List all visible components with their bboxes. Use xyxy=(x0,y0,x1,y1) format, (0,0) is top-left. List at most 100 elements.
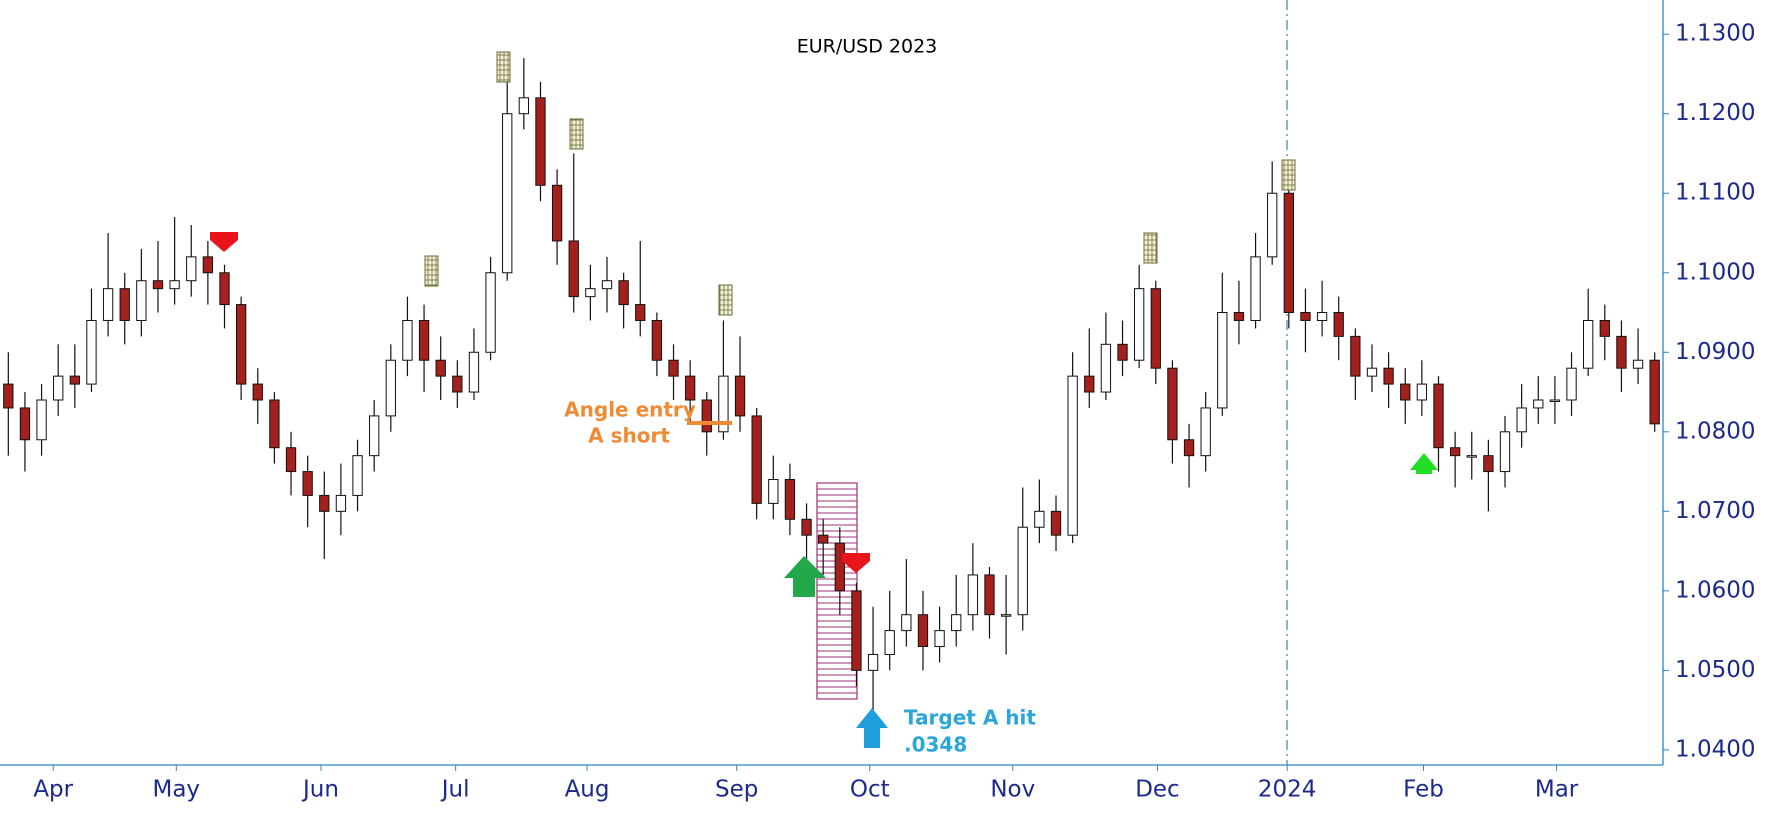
candle-body xyxy=(1300,312,1311,321)
candle-body xyxy=(219,272,230,306)
candle-body xyxy=(1383,367,1394,385)
candle-body xyxy=(518,97,530,115)
candle-body xyxy=(1350,335,1361,377)
candle-body xyxy=(36,399,47,441)
candle-body xyxy=(319,494,330,512)
candle-body xyxy=(3,383,14,409)
x-tick-label: Sep xyxy=(715,777,758,803)
candle-body xyxy=(1316,312,1328,321)
candle-body xyxy=(917,614,929,648)
candle-body xyxy=(1050,510,1062,536)
candle-body xyxy=(252,383,263,401)
candle-body xyxy=(1034,510,1045,528)
y-tick-label: 1.0400 xyxy=(1675,736,1755,762)
x-tick-label: Mar xyxy=(1535,777,1579,803)
y-tick-label: 1.1100 xyxy=(1675,180,1755,206)
x-tick-label: Aug xyxy=(565,777,610,803)
y-tick-label: 1.0800 xyxy=(1675,418,1755,444)
annotation: Target A hit xyxy=(904,706,1036,730)
chart-title: EUR/USD 2023 xyxy=(797,36,938,58)
annotation: .0348 xyxy=(904,733,967,757)
candle-body xyxy=(1067,375,1078,536)
candle-body xyxy=(152,280,164,290)
candle-body xyxy=(1366,367,1378,377)
candle-body xyxy=(884,630,895,655)
candle-body xyxy=(967,574,979,616)
marker-icon-grid xyxy=(719,285,732,315)
candle-body xyxy=(1533,399,1544,409)
candle-body xyxy=(302,471,313,496)
candle-body xyxy=(701,399,712,433)
candle-body xyxy=(1583,319,1594,369)
candle-body xyxy=(285,447,297,473)
marker-icon-grid xyxy=(425,256,438,286)
x-tick-label: Oct xyxy=(850,777,890,803)
candle-body xyxy=(235,304,247,385)
candle-body xyxy=(867,653,879,671)
candle-body xyxy=(352,455,363,496)
candle-body xyxy=(818,534,829,544)
y-tick-label: 1.1300 xyxy=(1675,21,1755,47)
candle-body xyxy=(269,399,280,449)
candle-body xyxy=(468,351,480,393)
candle-body xyxy=(119,288,130,321)
candle-body xyxy=(1117,343,1128,361)
buy-arrow xyxy=(784,556,826,597)
x-tick-label: Dec xyxy=(1135,777,1180,803)
candle-body xyxy=(1400,383,1411,401)
candle-body xyxy=(169,280,180,290)
candle-body xyxy=(684,375,696,401)
candle-body xyxy=(851,590,862,671)
candle-body xyxy=(1200,407,1211,457)
candle-body xyxy=(69,375,80,385)
marker-icon-grid xyxy=(1144,233,1157,263)
candle-body xyxy=(1217,312,1228,409)
candle-body xyxy=(768,479,779,504)
candle-body xyxy=(53,375,64,401)
candle-body xyxy=(502,113,513,274)
candle-body xyxy=(668,359,679,377)
annotation: A short xyxy=(588,424,670,448)
candle-body xyxy=(1283,192,1294,314)
candle-body xyxy=(1466,455,1477,458)
candle-body xyxy=(1133,288,1145,361)
candle-body xyxy=(834,542,845,592)
candle-body xyxy=(551,184,563,242)
candle-body xyxy=(984,574,995,616)
y-tick-label: 1.0500 xyxy=(1675,657,1755,683)
candle-body xyxy=(568,240,579,298)
candle-body xyxy=(801,518,812,536)
overlay: EUR/USD 2023 Angle entry A short Target … xyxy=(210,36,1438,757)
candle-body xyxy=(418,319,430,361)
x-tick-label: 2024 xyxy=(1258,777,1317,803)
candle-body xyxy=(601,280,613,290)
candle-body xyxy=(951,614,962,632)
candle-body xyxy=(136,280,147,321)
buy-arrow xyxy=(1410,453,1438,474)
sell-arrow xyxy=(210,232,238,252)
candle-body xyxy=(718,375,729,433)
marker-icon-grid xyxy=(497,52,510,82)
x-tick-label: Apr xyxy=(33,777,73,803)
candle-body xyxy=(1183,439,1195,457)
candle-body xyxy=(901,614,912,632)
candle-body xyxy=(202,256,214,274)
candle-body xyxy=(385,359,396,417)
candle-body xyxy=(535,97,546,186)
candle-body xyxy=(585,288,596,298)
candle-body xyxy=(102,288,114,321)
candle-body xyxy=(452,375,463,393)
candle-body xyxy=(1449,447,1461,457)
candle-body xyxy=(86,319,97,385)
marker-icon-grid xyxy=(570,119,583,149)
candle-body xyxy=(734,375,746,417)
y-tick-label: 1.0900 xyxy=(1675,339,1755,365)
candle-body xyxy=(1616,335,1627,369)
x-tick-label: Jun xyxy=(301,777,339,803)
candles xyxy=(3,58,1660,711)
candle-body xyxy=(1233,312,1245,321)
candle-body xyxy=(485,272,496,353)
candle-body xyxy=(1549,399,1561,402)
candle-body xyxy=(1167,367,1178,441)
